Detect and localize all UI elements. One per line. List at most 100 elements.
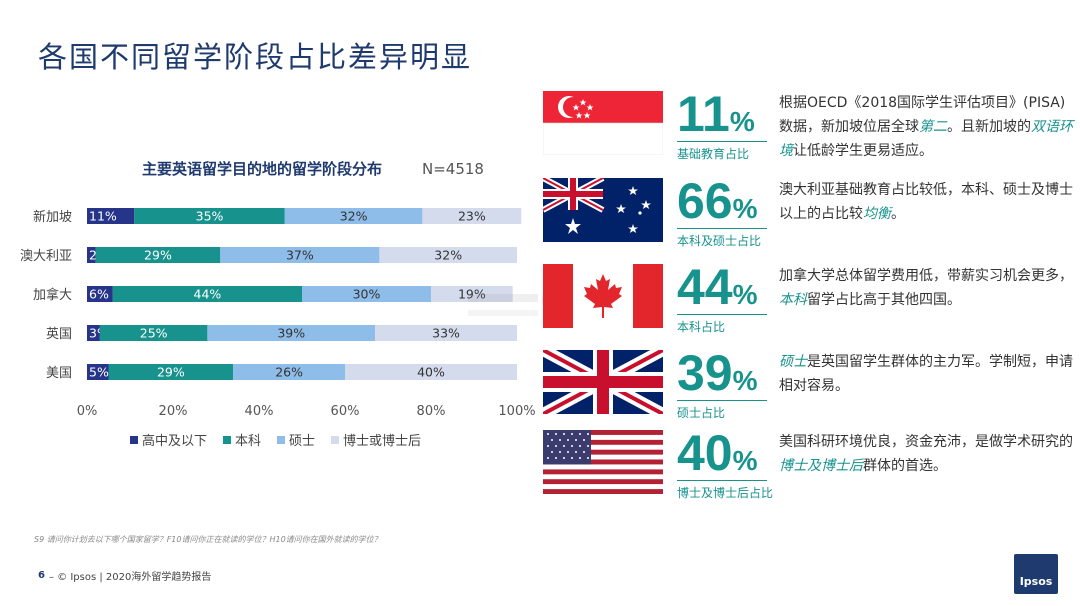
data-label: 44% [194, 287, 222, 302]
x-tick-label: 60% [331, 404, 360, 419]
data-label: 40% [417, 365, 445, 380]
stat-percentage: 44% [677, 259, 758, 315]
data-label: 39% [277, 326, 305, 341]
australia-flag [543, 178, 663, 242]
data-label: 32% [340, 209, 368, 224]
bar-segment [108, 364, 234, 380]
bar-segment [302, 286, 431, 302]
usa-flag [543, 430, 663, 494]
legend-item: 本科 [223, 430, 261, 449]
category-label: 美国 [46, 366, 72, 381]
footnote: S9 请问你计划去以下哪个国家留学？F10请问你正在就读的学位？H10请问你在国… [34, 535, 382, 544]
country-row-australia: 66% 本科及硕士占比 澳大利亚基础教育占比较低，本科、硕士及博士以上的占比较均… [543, 173, 1073, 258]
legend-swatch [130, 435, 138, 444]
stacked-bar-chart: 新加坡11%35%32%23%澳大利亚2%29%37%32%加拿大6%44%30… [20, 208, 536, 419]
bar-segment [284, 208, 423, 224]
legend-item: 高中及以下 [130, 430, 207, 449]
ipsos-logo: Ipsos [1014, 554, 1058, 594]
description-highlight: 硕士 [779, 354, 807, 370]
bar-segment [379, 247, 517, 263]
x-tick-label: 80% [417, 404, 446, 419]
bar-segment [375, 325, 517, 341]
data-label: 32% [434, 248, 462, 263]
data-label: 33% [432, 326, 460, 341]
stat-percentage: 40% [677, 425, 758, 481]
stat-underline [677, 314, 767, 315]
data-label: 30% [353, 287, 381, 302]
legend-swatch [277, 435, 286, 444]
uk-flag [543, 350, 663, 414]
stat-percentage: 11% [677, 86, 755, 142]
country-row-singapore: 11% 基础教育占比 根据OECD《2018国际学生评估项目》(PISA)数据，… [543, 86, 1073, 171]
stat-percentage: 66% [677, 173, 758, 229]
bar-segment [345, 364, 517, 380]
category-label: 新加坡 [33, 209, 72, 225]
description-highlight: 本科 [779, 292, 807, 308]
country-row-canada: 44% 本科占比 加拿大学总体留学费用低，带薪实习机会更多， 本科留学占比高于其他… [543, 259, 1073, 344]
description-highlight: 博士及博士后 [779, 458, 863, 474]
description-highlight: 均衡 [863, 206, 891, 222]
x-tick-label: 100% [498, 404, 535, 419]
description-highlight: 双语环境 [779, 119, 1073, 159]
data-label: 11% [89, 209, 117, 224]
country-description: 根据OECD《2018国际学生评估项目》(PISA)数据，新加坡位居全球第二。且… [779, 91, 1079, 163]
canada-flag [543, 264, 663, 328]
stat-caption: 博士及博士后占比 [677, 486, 774, 500]
description-text: 让低龄学生更易适应。 [793, 143, 933, 159]
data-label: 5% [89, 365, 109, 380]
stat-caption: 本科及硕士占比 [677, 234, 762, 248]
legend-label: 博士或博士后 [343, 434, 422, 449]
x-tick-label: 40% [245, 404, 274, 419]
page-title: 各国不同留学阶段占比差异明显 [38, 40, 473, 74]
bar-segment [95, 247, 221, 263]
country-row-usa: 40% 博士及博士后占比 美国科研环境优良，资金充沛，是做学术研究的博士及博士后… [543, 425, 1073, 510]
bar-segment [134, 208, 285, 224]
country-description: 硕士是英国留学生群体的主力军。学制短，申请相对容易。 [779, 350, 1079, 398]
stat-caption: 硕士占比 [677, 406, 726, 420]
data-label: 19% [458, 287, 486, 302]
stat-underline [677, 228, 767, 229]
data-label: 25% [140, 326, 168, 341]
stat-underline [677, 400, 767, 401]
legend-label: 高中及以下 [142, 434, 208, 449]
description-text: 。 [891, 206, 905, 222]
legend-item: 硕士 [277, 430, 315, 449]
data-label: 23% [458, 209, 486, 224]
country-description: 澳大利亚基础教育占比较低，本科、硕士及博士以上的占比较均衡。 [779, 178, 1079, 226]
category-label: 加拿大 [33, 287, 72, 303]
data-label: 29% [144, 248, 172, 263]
footer: 6 – © Ipsos | 2020海外留学趋势报告 [38, 568, 211, 583]
description-text: 。且新加坡的 [947, 119, 1031, 135]
bar-segment [87, 364, 109, 380]
legend-label: 本科 [235, 434, 262, 449]
stat-caption: 基础教育占比 [677, 147, 750, 161]
stat-percentage: 39% [677, 345, 758, 401]
x-tick-label: 20% [159, 404, 188, 419]
stat-underline [677, 480, 767, 481]
description-text: 澳大利亚基础教育占比较低，本科、硕士及博士以上的占比较 [779, 182, 1073, 222]
legend-swatch [331, 435, 340, 444]
bar-segment [112, 286, 302, 302]
legend-swatch [223, 435, 232, 444]
bar-segment [220, 247, 380, 263]
singapore-flag [543, 91, 663, 155]
data-label: 26% [275, 365, 303, 380]
stat-underline [677, 141, 767, 142]
country-description: 加拿大学总体留学费用低，带薪实习机会更多， 本科留学占比高于其他四国。 [779, 264, 1079, 312]
data-label: 35% [196, 209, 224, 224]
description-text: 根据OECD《2018国际学生评估项目》(PISA)数据，新加坡位居全球 [779, 95, 1066, 135]
data-label: 29% [157, 365, 185, 380]
x-tick-label: 0% [77, 404, 98, 419]
bar-segment [233, 364, 345, 380]
legend-label: 硕士 [289, 434, 316, 449]
page-number: 6 [38, 570, 45, 581]
chart-legend: 高中及以下 本科 硕士 博士或博士后 [130, 430, 421, 449]
category-label: 澳大利亚 [20, 248, 72, 264]
description-text: 留学占比高于其他四国。 [807, 292, 961, 308]
stat-caption: 本科占比 [677, 320, 726, 334]
data-label: 37% [286, 248, 314, 263]
country-description: 美国科研环境优良，资金充沛，是做学术研究的博士及博士后群体的首选。 [779, 430, 1079, 478]
bar-segment [87, 286, 113, 302]
country-row-uk: 39% 硕士占比 硕士是英国留学生群体的主力军。学制短，申请相对容易。 [543, 345, 1073, 430]
description-text: 是英国留学生群体的主力军。学制短，申请相对容易。 [779, 354, 1073, 394]
